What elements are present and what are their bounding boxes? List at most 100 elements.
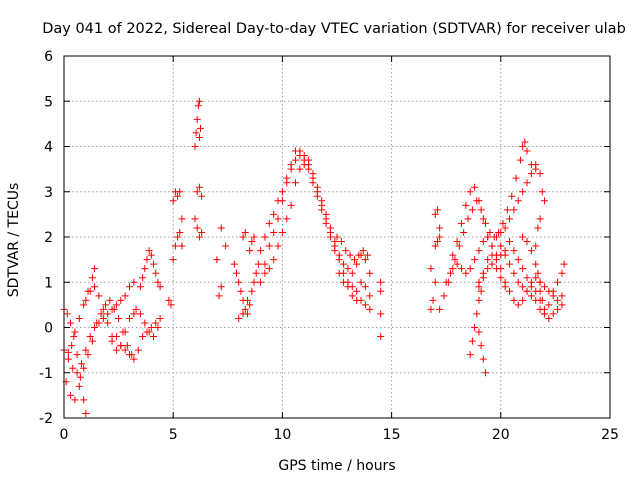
data-point xyxy=(91,283,99,291)
data-point xyxy=(213,256,221,264)
data-point xyxy=(152,319,160,327)
data-point xyxy=(353,287,361,295)
data-point xyxy=(342,247,350,255)
data-point xyxy=(192,129,200,137)
data-point xyxy=(366,305,374,313)
data-point xyxy=(477,287,485,295)
data-point xyxy=(112,333,120,341)
data-point xyxy=(466,351,474,359)
data-point xyxy=(67,319,75,327)
data-point xyxy=(479,274,487,282)
data-point xyxy=(326,228,334,236)
x-tick-label: 0 xyxy=(60,427,69,443)
data-point xyxy=(178,215,186,223)
data-point xyxy=(215,292,223,300)
data-point xyxy=(554,278,562,286)
data-point xyxy=(523,238,531,246)
data-point xyxy=(477,206,485,214)
data-point xyxy=(353,296,361,304)
y-tick-label: 3 xyxy=(44,185,53,201)
data-point xyxy=(195,97,203,105)
data-point xyxy=(484,256,492,264)
data-point xyxy=(475,328,483,336)
data-point xyxy=(292,156,300,164)
data-point xyxy=(492,233,500,241)
x-tick-label: 20 xyxy=(492,427,510,443)
x-tick-label: 25 xyxy=(601,427,619,443)
data-point xyxy=(348,269,356,277)
data-point xyxy=(457,265,465,273)
data-point xyxy=(455,242,463,250)
data-point xyxy=(501,251,509,259)
data-point xyxy=(75,314,83,322)
data-point xyxy=(464,215,472,223)
data-point xyxy=(506,238,514,246)
data-point xyxy=(108,337,116,345)
data-point xyxy=(191,215,199,223)
data-point xyxy=(265,265,273,273)
data-point xyxy=(449,251,457,259)
data-point xyxy=(261,233,269,241)
data-point xyxy=(540,283,548,291)
data-point xyxy=(521,138,529,146)
data-point xyxy=(492,256,500,264)
data-point xyxy=(436,305,444,313)
data-point xyxy=(257,247,265,255)
data-point xyxy=(139,333,147,341)
data-point xyxy=(145,328,153,336)
data-point xyxy=(67,391,75,399)
data-point xyxy=(523,274,531,282)
data-point xyxy=(126,351,134,359)
data-point xyxy=(73,351,81,359)
data-point xyxy=(239,310,247,318)
data-point xyxy=(538,296,546,304)
data-point xyxy=(527,283,535,291)
data-point xyxy=(318,201,326,209)
data-point xyxy=(486,228,494,236)
data-point xyxy=(497,274,505,282)
data-point xyxy=(510,206,518,214)
data-point xyxy=(154,324,162,331)
data-point xyxy=(169,197,177,205)
data-point xyxy=(296,152,304,160)
x-tick-label: 15 xyxy=(383,427,401,443)
data-point xyxy=(198,192,206,200)
data-point xyxy=(549,310,557,318)
data-point xyxy=(278,228,286,236)
data-point xyxy=(431,210,439,218)
data-point xyxy=(254,260,262,268)
data-point xyxy=(80,364,88,372)
data-point xyxy=(473,197,481,205)
data-point xyxy=(523,179,531,187)
data-point xyxy=(523,147,531,155)
data-point xyxy=(73,369,81,377)
y-tick-label: 6 xyxy=(44,49,53,65)
data-point xyxy=(344,265,352,273)
data-point xyxy=(154,278,162,286)
data-point xyxy=(333,233,341,241)
data-point xyxy=(108,305,116,313)
data-point xyxy=(265,242,273,250)
data-point xyxy=(287,201,295,209)
data-point xyxy=(335,251,343,259)
data-point xyxy=(366,269,374,277)
data-point xyxy=(64,355,72,363)
data-point xyxy=(514,278,522,286)
data-point xyxy=(77,360,85,368)
data-point xyxy=(250,233,258,241)
data-point xyxy=(361,283,369,291)
data-point xyxy=(104,310,112,318)
data-point xyxy=(506,215,514,223)
data-point xyxy=(145,247,153,255)
data-point xyxy=(499,219,507,227)
data-point xyxy=(246,301,254,309)
data-point xyxy=(340,260,348,268)
data-point xyxy=(427,305,435,313)
data-point xyxy=(274,215,282,223)
data-point xyxy=(126,314,134,322)
data-point xyxy=(130,278,138,286)
data-point xyxy=(99,314,107,322)
data-point xyxy=(488,251,496,259)
data-point xyxy=(348,292,356,300)
data-point xyxy=(150,260,158,268)
